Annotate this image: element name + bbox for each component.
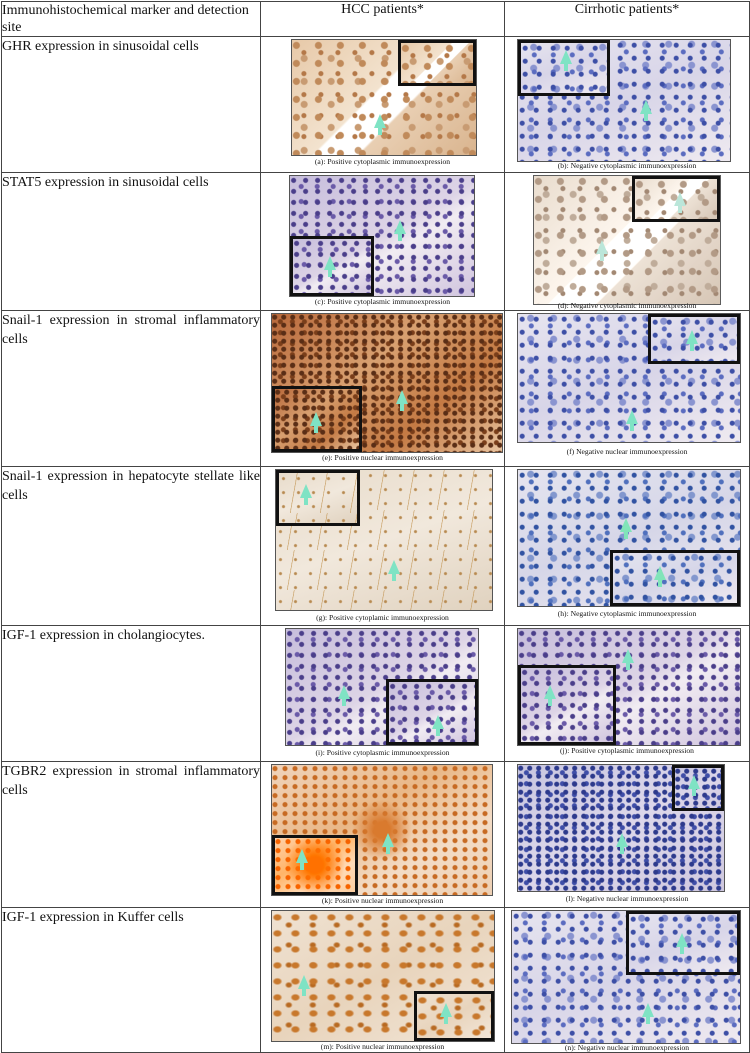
header-marker: Immunohistochemical marker and detection… [1, 1, 261, 37]
arrow-marker [310, 412, 322, 433]
table-row: Snail-1 expression in hepatocyte stellat… [1, 466, 750, 626]
micrograph-m [271, 910, 495, 1042]
micrograph-inset [386, 679, 478, 745]
arrow-marker [296, 849, 308, 870]
arrow-marker [688, 775, 700, 796]
arrow-marker [374, 114, 386, 135]
arrow-marker [654, 566, 666, 587]
caption-m: (m): Positive nuclear immunoexpression [320, 1042, 445, 1051]
micrograph-f [517, 313, 741, 443]
marker-label: Snail-1 expression in hepatocyte stellat… [1, 466, 261, 626]
micrograph-inset [276, 470, 360, 526]
marker-label: Snail-1 expression in stromal inflammato… [1, 310, 261, 467]
table-row: TGBR2 expression in stromal inflammatory… [1, 761, 750, 908]
caption-d: (d): Negative cytoplasmic immunoexpressi… [557, 301, 697, 310]
micrograph-inset [518, 665, 616, 745]
arrow-marker [676, 933, 688, 954]
arrow-marker [432, 715, 444, 736]
arrow-marker [686, 330, 698, 351]
arrow-marker [626, 410, 638, 431]
arrow-marker [616, 833, 628, 854]
arrow-marker [560, 50, 572, 71]
table-row: GHR expression in sinusoidal cells (a): … [1, 36, 750, 173]
micrograph-k [271, 764, 493, 896]
micrograph-inset [398, 40, 476, 86]
micrograph-c [289, 175, 475, 297]
table-row: Snail-1 expression in stromal inflammato… [1, 310, 750, 467]
micrograph-h [517, 469, 741, 607]
marker-label: IGF-1 expression in cholangiocytes. [1, 625, 261, 762]
arrow-marker [300, 484, 312, 505]
caption-e: (e): Positive nuclear immunoexpression [322, 453, 443, 462]
micrograph-inset [272, 835, 358, 895]
arrow-marker [298, 975, 310, 996]
micrograph-d [533, 175, 721, 305]
arrow-marker [544, 685, 556, 706]
arrow-marker [382, 833, 394, 854]
arrow-marker [674, 192, 686, 213]
caption-c: (c): Positive cytoplasmic immunoexpressi… [314, 297, 451, 306]
arrow-marker [622, 649, 634, 670]
arrow-marker [338, 685, 350, 706]
micrograph-b [517, 39, 731, 162]
marker-label: TGBR2 expression in stromal inflammatory… [1, 761, 261, 908]
caption-l: (l): Negative nuclear immunoexpression [565, 894, 689, 903]
caption-h: (h): Negative cytoplasmic immunoexpressi… [557, 609, 697, 618]
arrow-marker [394, 220, 406, 241]
micrograph-n [511, 910, 741, 1044]
header-cirrhotic: Cirrhotic patients* [504, 1, 750, 37]
caption-f: (f) Negative nuclear immunoexpression [566, 447, 688, 456]
micrograph-a [291, 39, 477, 156]
micrograph-j [517, 628, 741, 746]
arrow-marker [620, 518, 632, 539]
arrow-marker [440, 1003, 452, 1024]
micrograph-inset [414, 991, 494, 1041]
micrograph-l [517, 764, 725, 892]
arrow-marker [396, 390, 408, 411]
arrow-marker [596, 240, 608, 261]
header-hcc: HCC patients* [260, 1, 505, 37]
micrograph-i [285, 628, 479, 746]
table-row: IGF-1 expression in cholangiocytes. (i):… [1, 625, 750, 762]
caption-k: (k): Positive nuclear immunoexpression [321, 896, 444, 905]
arrow-marker [640, 100, 652, 121]
arrow-marker [324, 256, 336, 277]
marker-label: GHR expression in sinusoidal cells [1, 36, 261, 173]
caption-i: (i): Positive cytoplasmic immunoexpressi… [315, 748, 450, 757]
table-row: STAT5 expression in sinusoidal cells (c)… [1, 172, 750, 311]
caption-g: (g): Positive cytoplamic immunoexpressio… [316, 613, 449, 622]
micrograph-g [275, 469, 493, 611]
marker-label: STAT5 expression in sinusoidal cells [1, 172, 261, 311]
micrograph-e [271, 313, 503, 453]
header-row: Immunohistochemical marker and detection… [1, 1, 750, 37]
caption-a: (a): Positive cytoplasmic immunoexpressi… [314, 157, 451, 166]
caption-n: (n): Negative nuclear immunoexpression [564, 1043, 690, 1052]
table-row: IGF-1 expression in Kuffer cells (m): Po… [1, 907, 750, 1053]
arrow-marker [388, 560, 400, 581]
micrograph-inset [610, 550, 740, 606]
caption-b: (b): Negative cytoplasmic immunoexpressi… [557, 161, 697, 170]
caption-j: (j): Positive cytoplasmic immunoexpressi… [560, 746, 694, 755]
marker-label: IGF-1 expression in Kuffer cells [1, 907, 261, 1053]
arrow-marker [642, 1003, 654, 1024]
